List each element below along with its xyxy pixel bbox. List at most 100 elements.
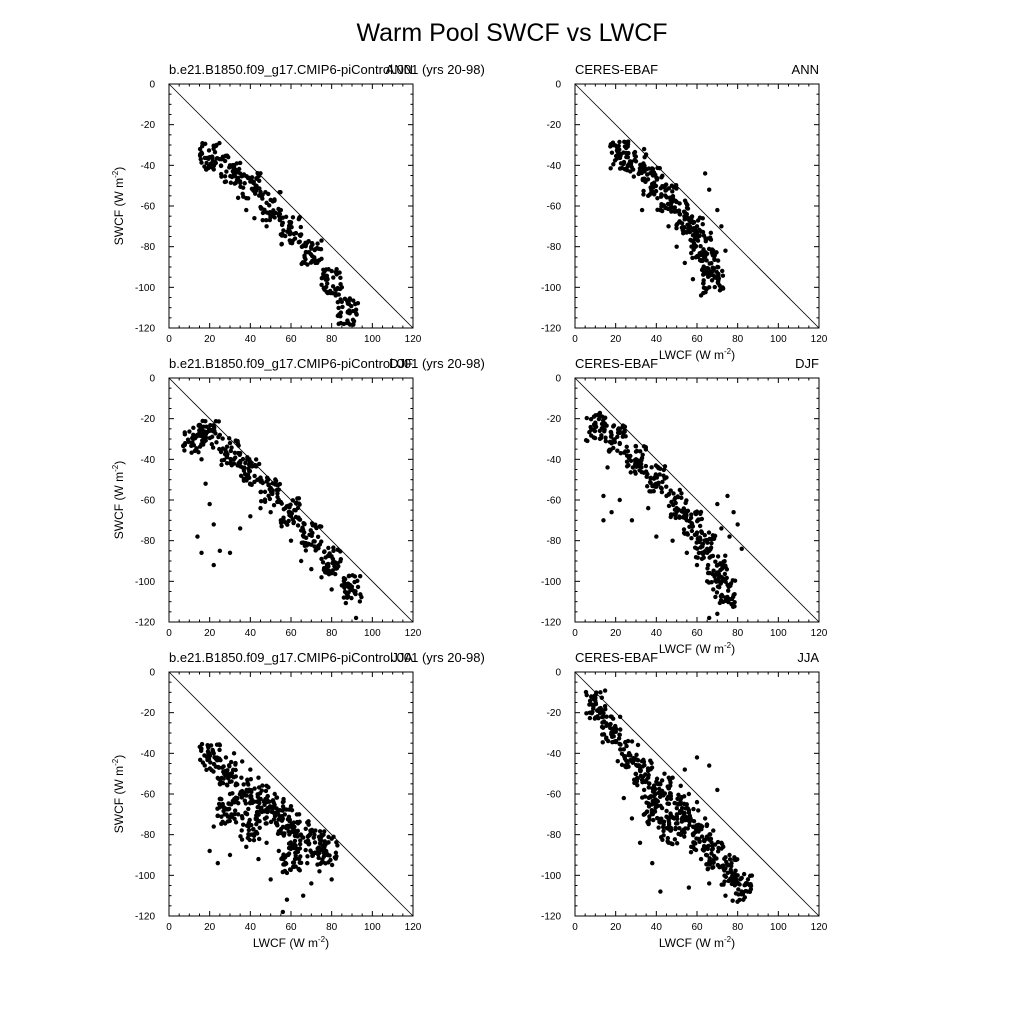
y-tick-label: -60 <box>141 790 156 801</box>
data-point <box>263 189 268 195</box>
data-point <box>353 589 358 594</box>
data-point <box>296 240 302 245</box>
data-point <box>637 840 643 845</box>
data-point <box>624 743 629 749</box>
data-point <box>239 837 245 842</box>
data-point <box>300 835 306 840</box>
data-point <box>621 795 626 801</box>
data-point <box>602 429 607 434</box>
data-point <box>710 533 716 538</box>
data-point <box>674 226 679 231</box>
data-point <box>629 759 635 764</box>
data-point <box>706 530 712 535</box>
data-point <box>600 725 606 730</box>
data-point <box>659 175 664 180</box>
data-point <box>264 840 269 845</box>
data-point <box>254 799 260 804</box>
y-tick-label: -100 <box>135 577 155 588</box>
data-point <box>732 591 737 597</box>
y-tick-label: -120 <box>541 912 561 923</box>
data-point <box>650 483 655 489</box>
data-point <box>319 838 324 844</box>
data-point <box>290 215 296 220</box>
data-point <box>325 290 330 295</box>
data-point <box>701 843 707 849</box>
data-point <box>747 873 753 879</box>
data-point <box>211 824 216 829</box>
data-point <box>271 503 277 508</box>
y-tick-label: -20 <box>547 414 562 425</box>
data-point <box>709 261 714 266</box>
data-point <box>329 268 334 274</box>
data-point <box>217 432 223 438</box>
data-point <box>682 260 687 266</box>
data-point <box>224 454 230 459</box>
data-point <box>634 752 639 758</box>
data-point <box>722 856 727 861</box>
data-point <box>701 269 707 275</box>
data-point <box>715 611 720 617</box>
data-point <box>715 501 720 507</box>
data-point <box>676 792 681 797</box>
data-point <box>321 832 326 837</box>
data-point <box>599 433 604 438</box>
data-point <box>628 458 634 464</box>
data-point <box>723 248 728 253</box>
data-point <box>267 799 272 804</box>
y-tick-label: 0 <box>555 374 561 385</box>
data-point <box>677 825 682 831</box>
data-point <box>290 864 296 869</box>
data-point <box>588 416 594 422</box>
data-point <box>229 445 234 450</box>
data-point <box>705 566 710 571</box>
data-point <box>252 473 257 479</box>
data-point <box>203 141 208 147</box>
data-point <box>625 738 631 744</box>
data-point <box>256 775 261 780</box>
data-point <box>691 840 696 845</box>
data-point <box>269 211 275 216</box>
data-point <box>643 152 649 157</box>
data-point <box>736 892 741 897</box>
data-point <box>182 442 188 448</box>
data-point <box>316 855 321 861</box>
x-axis-title: LWCF (W m-2) <box>659 347 735 362</box>
data-point <box>694 519 700 524</box>
y-tick-label: -40 <box>547 455 562 466</box>
data-point <box>605 722 610 728</box>
y-axis-title-superscript: -2 <box>111 170 120 178</box>
data-point <box>673 821 679 826</box>
data-point <box>203 418 208 424</box>
data-point <box>301 540 306 545</box>
data-point <box>231 751 237 756</box>
data-point <box>313 260 318 266</box>
data-point <box>284 807 289 812</box>
x-tick-label: 40 <box>245 922 257 933</box>
data-point <box>676 208 682 213</box>
data-point <box>650 860 655 866</box>
x-tick-label: 80 <box>326 922 338 933</box>
x-axis-title-close: ) <box>731 936 735 950</box>
data-point <box>276 848 281 854</box>
data-point <box>679 491 684 496</box>
data-point <box>239 795 245 800</box>
data-point <box>237 171 243 176</box>
x-tick-label: 60 <box>285 334 297 345</box>
y-tick-label: -60 <box>547 790 562 801</box>
data-point <box>357 574 363 579</box>
data-point <box>664 484 669 489</box>
data-point <box>317 850 322 856</box>
data-point <box>590 702 596 708</box>
data-point <box>287 817 293 823</box>
data-point <box>237 160 243 166</box>
data-point <box>617 166 623 171</box>
data-point <box>717 283 722 288</box>
data-point <box>658 794 663 799</box>
data-point <box>207 848 212 854</box>
data-point <box>218 171 224 177</box>
data-point <box>278 518 284 523</box>
data-point <box>698 856 704 862</box>
data-point <box>707 881 712 886</box>
data-point <box>704 579 710 584</box>
data-point <box>615 434 620 439</box>
